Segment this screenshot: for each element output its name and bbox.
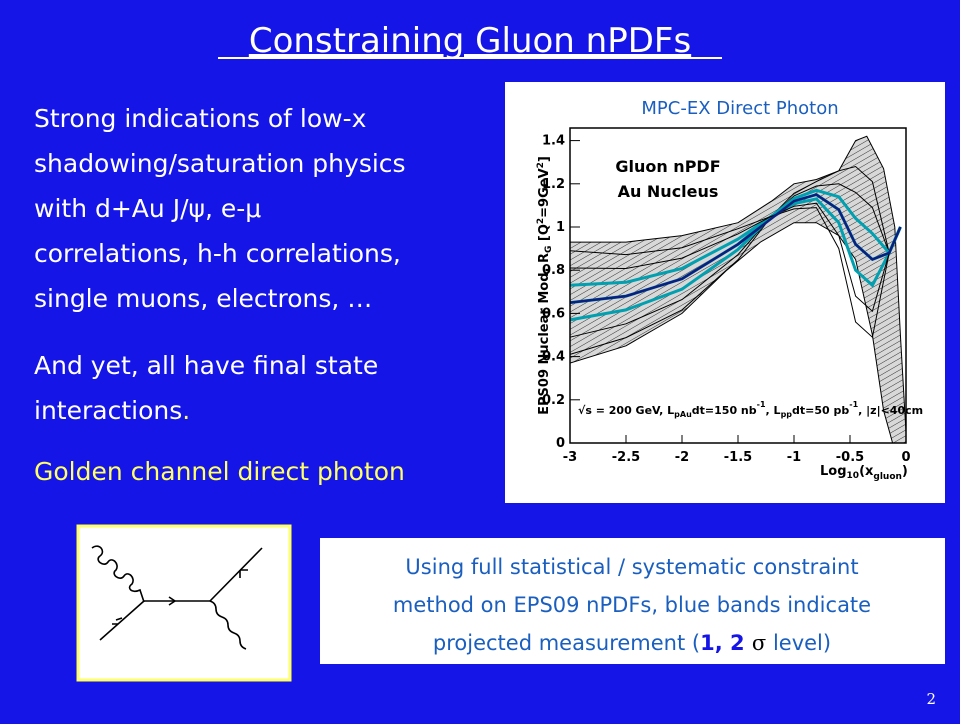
band-curve [569, 207, 901, 339]
text-span: 10 [847, 471, 860, 481]
plot-note: √s = 200 GeV, LpAudt=150 nb-1, Lppdt=50 … [578, 400, 923, 419]
text-span: ) [902, 464, 908, 479]
y-tick-label: 1 [556, 220, 565, 235]
feynman-diagram [91, 545, 263, 650]
text-span: , L [766, 404, 781, 417]
text-span: [Q [537, 224, 552, 246]
text-span: 1, 2 [700, 631, 752, 655]
y-tick-label: 0.6 [542, 306, 565, 321]
y-tick-label: 0.8 [542, 263, 565, 278]
x-tick-label: -1 [787, 450, 801, 465]
feynman-panel [76, 524, 292, 682]
legend-text: Gluon nPDF [615, 157, 720, 176]
x-tick-label: -2.5 [612, 450, 640, 465]
quark-line [209, 547, 263, 602]
band-curve [569, 188, 902, 322]
text-span: Log [820, 464, 847, 479]
text-span: level) [766, 631, 831, 655]
text-span: (x [859, 464, 874, 479]
text-line: interactions. [34, 396, 190, 425]
text-span: dt=50 pb [792, 404, 849, 417]
text-line: Strong indications of low-x [34, 104, 366, 133]
text-span: interactions [34, 396, 182, 425]
text-span: -1 [757, 400, 766, 409]
text-line: with d+Au J/ψ, e-μ [34, 194, 261, 223]
paragraph-1: Strong indications of low-x shadowing/sa… [34, 104, 406, 313]
band-curve [569, 202, 901, 313]
text-line: And yet, all have final state [34, 351, 378, 380]
caption: Using full statistical / systematic cons… [393, 555, 871, 655]
text-span: EPS09 Nuclear Mod. R [537, 253, 552, 415]
text-span: . [182, 396, 190, 425]
y-tick-label: 0 [556, 436, 565, 451]
gluon-line [91, 545, 145, 603]
paragraph-2: And yet, all have final state interactio… [34, 351, 378, 425]
y-tick-label: 0.2 [542, 393, 565, 408]
caption-line: projected measurement (1, 2 σ level) [433, 631, 831, 655]
text-span: σ [752, 631, 766, 655]
y-tick-label: 1.2 [542, 177, 565, 192]
slide-title: Constraining Gluon nPDFs [249, 21, 691, 61]
text-span: ] [537, 156, 552, 162]
page-number: 2 [926, 690, 936, 708]
text-span: gluon [873, 472, 902, 482]
x-tick-label: -0.5 [836, 450, 864, 465]
caption-line: Using full statistical / systematic cons… [405, 555, 858, 579]
quark-line [99, 600, 145, 641]
band-curve [569, 165, 901, 355]
text-span: dt=150 nb [692, 404, 757, 417]
caption-line: method on EPS09 nPDFs, blue bands indica… [393, 593, 871, 617]
y-tick-label: 0.4 [542, 350, 565, 365]
text-span: -1 [849, 400, 858, 409]
arrows [112, 569, 248, 625]
text-span: , |z|<40cm [858, 404, 923, 417]
text-span: pAu [674, 410, 692, 419]
photon-line [209, 600, 247, 650]
plot-title: MPC-EX Direct Photon [641, 98, 838, 119]
highlight-text: Golden channel direct photon [34, 457, 405, 486]
text-span: G [544, 246, 554, 253]
band-curve [569, 183, 901, 338]
x-axis-label: Log10(xgluon) [820, 464, 908, 482]
plot: -3 -2.5 -2 -1.5 -1 -0.5 0 0 0.2 0.4 0.6 0.8 1 1.2 1.4 G… [536, 127, 923, 482]
central-curve [569, 193, 902, 304]
text-span: =9GeV [537, 168, 552, 218]
caption-box [320, 538, 945, 664]
y-axis-label: EPS09 Nuclear Mod. RG [Q2=9GeV2] [536, 156, 554, 415]
text-span: projected measurement ( [433, 631, 700, 655]
text-span: 2 [536, 162, 546, 168]
x-tick-label: -1.5 [724, 450, 752, 465]
text-line: shadowing/saturation physics [34, 149, 406, 178]
band-curve [569, 197, 902, 288]
text-line: single muons, electrons, … [34, 284, 372, 313]
text-line: correlations, h-h correlations, [34, 239, 401, 268]
x-tick-label: -2 [675, 450, 689, 465]
legend-text: Au Nucleus [618, 182, 719, 201]
x-tick-label: 0 [901, 450, 910, 465]
x-tick-label: -3 [563, 450, 577, 465]
text-span: √s = 200 GeV, L [578, 404, 674, 417]
text-span: 2 [536, 218, 546, 224]
y-tick-label: 1.4 [542, 134, 565, 149]
text-span: pp [781, 410, 793, 419]
